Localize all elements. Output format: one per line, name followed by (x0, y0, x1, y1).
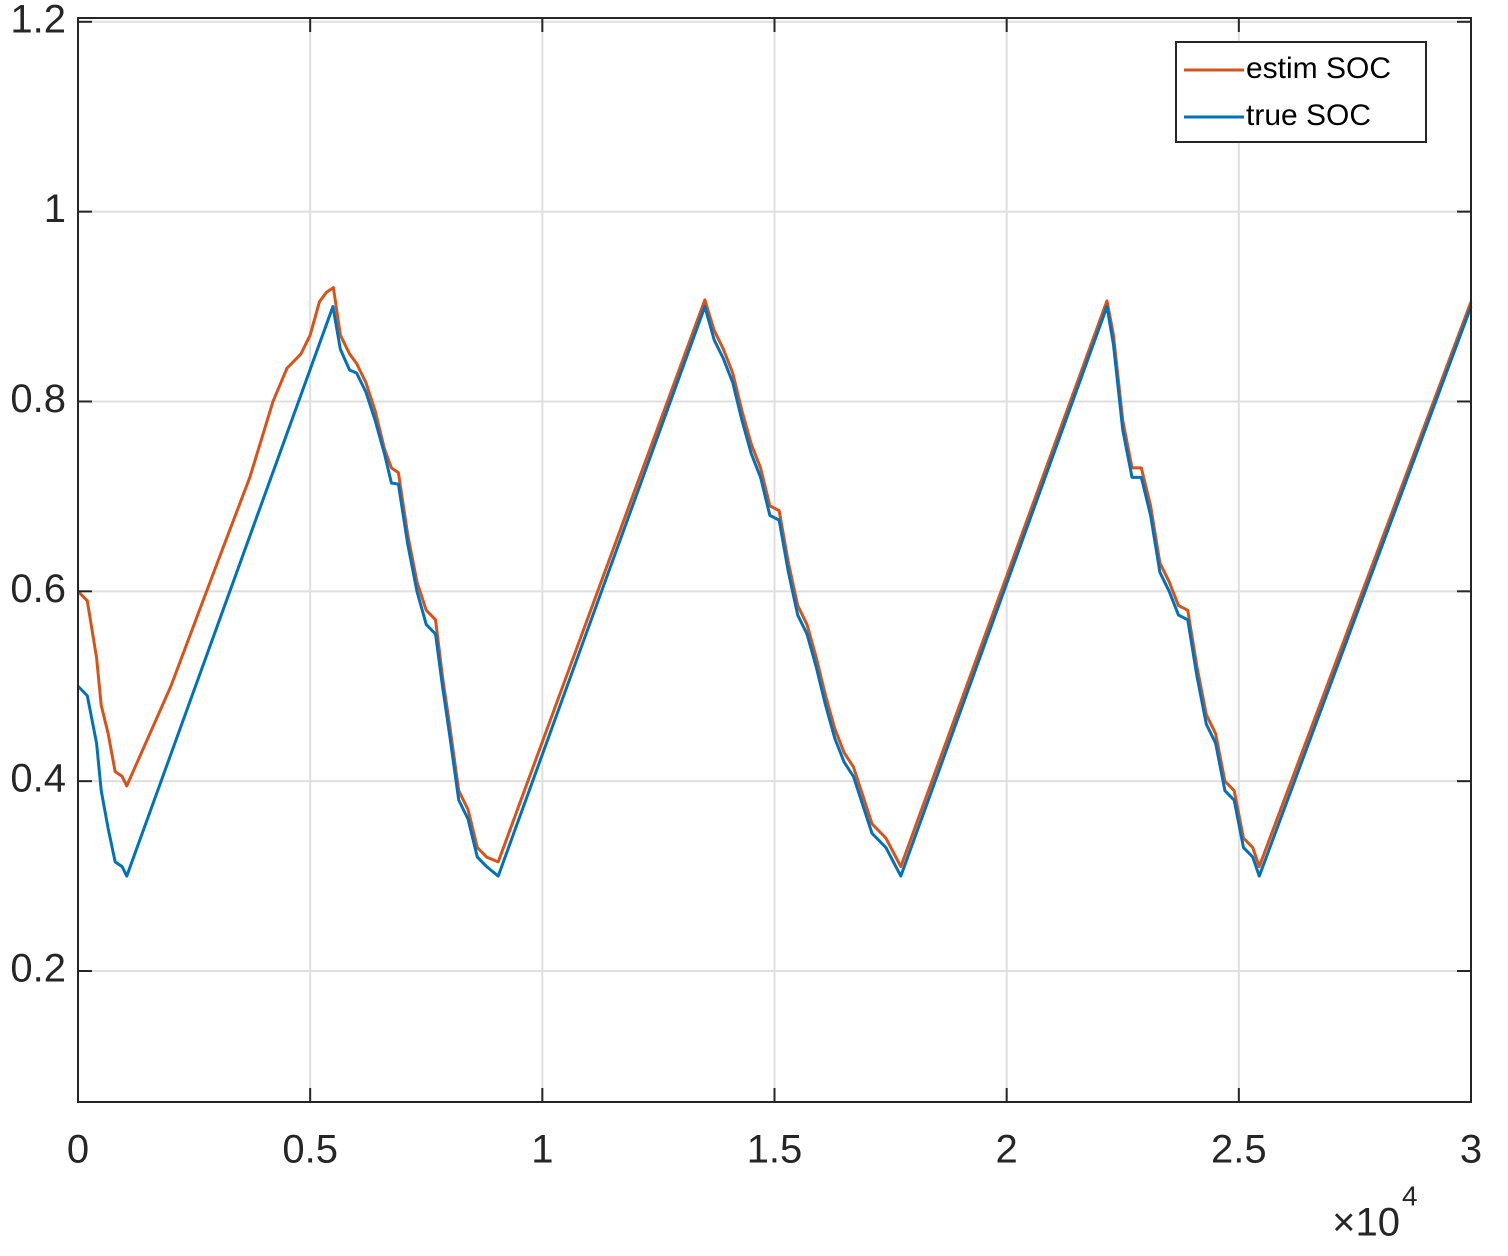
legend-label: true SOC (1246, 99, 1371, 132)
y-tick-label: 0.8 (10, 377, 66, 421)
y-tick-label: 0.4 (10, 757, 66, 801)
x-tick-label: 3 (1460, 1128, 1482, 1172)
x-tick-label: 1.5 (747, 1128, 803, 1172)
x-tick-label: 1 (531, 1128, 553, 1172)
x-offset-base: ×10 (1332, 1201, 1400, 1245)
x-tick-label: 2 (996, 1128, 1018, 1172)
ticks: 0 0.5 1 1.5 2 2.5 3 0.2 0.4 0.6 0.8 1 1.2 (10, 0, 1482, 1172)
grid (77, 18, 1472, 1102)
x-tick-label: 0 (67, 1128, 89, 1172)
legend-box (1175, 41, 1427, 143)
legend: estim SOC true SOC (1175, 41, 1427, 143)
series-line (76, 286, 1473, 869)
lines (76, 286, 1473, 878)
x-tick-label: 0.5 (282, 1128, 338, 1172)
x-offset-exponent: 4 (1402, 1180, 1418, 1211)
y-tick-label: 0.6 (10, 567, 66, 611)
series-line (76, 305, 1473, 878)
y-tick-label: 1 (44, 187, 66, 231)
legend-label: estim SOC (1246, 52, 1391, 85)
y-tick-label: 1.2 (10, 0, 66, 41)
x-tick-label: 2.5 (1211, 1128, 1267, 1172)
y-tick-label: 0.2 (10, 947, 66, 991)
